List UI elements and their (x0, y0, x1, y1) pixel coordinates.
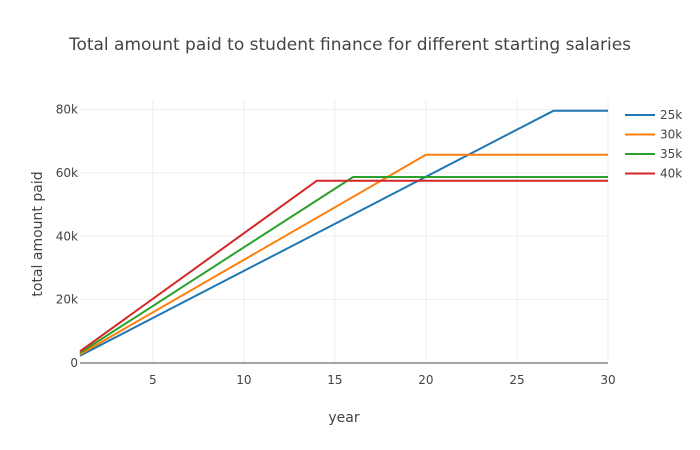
legend-label: 25k (660, 108, 682, 122)
y-tick-label: 40k (56, 229, 78, 243)
series-line-25k (79, 109, 608, 357)
grid-lines (80, 100, 609, 364)
series-line-40k (79, 179, 608, 353)
legend-item-30k[interactable]: 30k (625, 128, 682, 142)
x-tick-label: 15 (327, 373, 342, 387)
legend-item-25k[interactable]: 25k (625, 108, 682, 122)
x-tick-label: 10 (236, 373, 251, 387)
series-lines (79, 109, 608, 357)
legend-label: 30k (660, 128, 682, 142)
x-tick-label: 25 (509, 373, 524, 387)
legend-label: 40k (660, 167, 682, 181)
legend-item-35k[interactable]: 35k (625, 147, 682, 161)
series-line-30k (79, 153, 608, 356)
legend: 25k 30k 35k 40k (625, 108, 682, 181)
x-tick-label: 20 (418, 373, 433, 387)
y-tick-label: 0 (70, 356, 78, 370)
y-tick-label: 20k (56, 293, 78, 307)
y-tick-label: 80k (56, 103, 78, 117)
tick-labels: 5 10 15 20 25 30 0 20k 40k 60k 80k (56, 103, 616, 387)
x-axis-title: year (328, 410, 359, 426)
x-tick-label: 30 (600, 373, 615, 387)
y-tick-label: 60k (56, 166, 78, 180)
x-tick-label: 5 (149, 373, 157, 387)
chart-title: Total amount paid to student finance for… (68, 35, 631, 55)
y-axis-title: total amount paid (30, 171, 46, 296)
series-line-35k (79, 176, 608, 354)
legend-label: 35k (660, 147, 682, 161)
legend-item-40k[interactable]: 40k (625, 167, 682, 181)
